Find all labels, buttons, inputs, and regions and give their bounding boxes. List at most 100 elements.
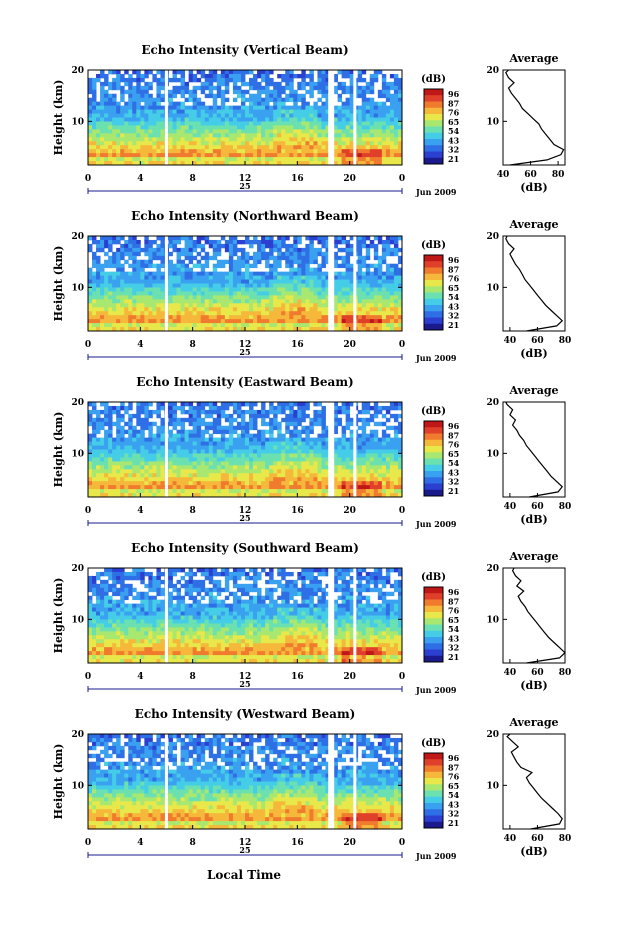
- colorbar-tick-label: 96: [448, 421, 460, 431]
- panel-title: Echo Intensity (Westward Beam): [135, 707, 356, 721]
- heatmap-field: [88, 568, 403, 664]
- colorbar-swatch: [424, 618, 443, 625]
- colorbar-swatch: [424, 605, 443, 613]
- x-tick-label: 20: [343, 506, 356, 516]
- x-tick-label: 20: [343, 340, 356, 350]
- colorbar-swatch: [424, 489, 443, 497]
- colorbar-swatch: [424, 292, 443, 300]
- colorbar-frame: [423, 586, 444, 663]
- colorbar-swatch: [424, 139, 443, 146]
- colorbar-swatch: [424, 624, 443, 632]
- colorbar-tick-label: 65: [448, 117, 459, 127]
- profile-line: [511, 567, 566, 664]
- colorbar-tick-label: 96: [448, 753, 460, 763]
- month-label: Jun 2009: [415, 187, 457, 197]
- data-gap: [164, 568, 168, 663]
- y-axis-label: Height (km): [52, 80, 65, 156]
- y-tick-label: 20: [71, 564, 84, 574]
- x-tick-label: 12: [239, 672, 252, 682]
- x-tick-label: 4: [137, 174, 143, 184]
- y-tick-label: 20: [71, 66, 84, 76]
- colorbar-swatch: [424, 803, 443, 810]
- colorbar-unit: (dB): [421, 74, 446, 85]
- colorbar-unit: (dB): [421, 572, 446, 583]
- colorbar-tick-label: 32: [448, 809, 459, 819]
- profile-y-tick-label: 10: [486, 449, 499, 459]
- month-label: Jun 2009: [415, 519, 457, 529]
- profile-x-tick-label: 80: [559, 834, 572, 844]
- panel-5: Echo Intensity (Westward Beam) 20 10 Height…: [52, 707, 571, 861]
- colorbar-tick-label: 96: [448, 587, 460, 597]
- colorbar-swatch: [424, 599, 443, 607]
- colorbar-swatch: [424, 317, 443, 325]
- colorbar-tick-label: 54: [448, 292, 460, 302]
- colorbar-unit: (dB): [421, 738, 446, 749]
- colorbar-tick-label: 76: [448, 108, 460, 118]
- colorbar-swatch: [424, 120, 443, 127]
- x-tick-label: 0: [85, 174, 91, 184]
- x-tick-label: 8: [190, 174, 196, 184]
- profile-x-tick-label: 60: [531, 834, 544, 844]
- colorbar-swatch: [424, 273, 443, 281]
- colorbar-swatch: [424, 815, 443, 823]
- colorbar-tick-label: 21: [448, 154, 459, 164]
- panel-title: Echo Intensity (Eastward Beam): [136, 375, 353, 389]
- y-tick-label: 20: [71, 232, 84, 242]
- x-tick-label: 0: [85, 506, 91, 516]
- colorbar-swatch: [424, 298, 443, 306]
- data-gap: [328, 568, 335, 663]
- profile-x-tick-label: 40: [504, 834, 517, 844]
- colorbar-swatch: [424, 261, 443, 268]
- colorbar-swatch: [424, 101, 443, 109]
- x-tick-label: 0: [85, 340, 91, 350]
- colorbar-swatch: [424, 452, 443, 459]
- x-tick-label: 16: [291, 838, 304, 848]
- profile-frame: [502, 733, 566, 830]
- profile-y-tick-label: 10: [486, 283, 499, 293]
- colorbar-tick-label: 87: [448, 596, 459, 606]
- data-gap: [164, 236, 168, 331]
- colorbar-tick-label: 76: [448, 274, 460, 284]
- colorbar-tick-label: 65: [448, 615, 459, 625]
- colorbar-tick-label: 76: [448, 440, 460, 450]
- x-tick-label: 4: [137, 838, 143, 848]
- colorbar-swatch: [424, 637, 443, 644]
- y-axis-label: Height (km): [52, 744, 65, 820]
- x-tick-label: 20: [343, 174, 356, 184]
- month-label: Jun 2009: [415, 353, 457, 363]
- profile-x-tick-label: 80: [559, 336, 572, 346]
- colorbar-tick-label: 43: [448, 135, 460, 145]
- colorbar-swatch: [424, 311, 443, 318]
- colorbar-swatch: [424, 151, 443, 159]
- x-tick-label: 12: [239, 838, 252, 848]
- profile-x-tick-label: 40: [504, 668, 517, 678]
- colorbar-swatch: [424, 107, 443, 115]
- data-gap: [353, 70, 357, 165]
- date-label: 25: [239, 347, 250, 357]
- colorbar-swatch: [424, 765, 443, 773]
- colorbar-swatch: [424, 305, 443, 312]
- month-label: Jun 2009: [415, 685, 457, 695]
- profile-x-tick-label: 60: [531, 502, 544, 512]
- colorbar-swatch: [424, 784, 443, 791]
- x-tick-label: 12: [239, 340, 252, 350]
- profile-x-label: (dB): [520, 513, 547, 526]
- x-tick-label: 8: [190, 672, 196, 682]
- colorbar-tick-label: 76: [448, 772, 460, 782]
- profile-title: Average: [508, 384, 558, 397]
- profile-y-tick-label: 20: [486, 564, 499, 574]
- date-label: 25: [239, 679, 250, 689]
- profile-x-tick-label: 80: [559, 502, 572, 512]
- colorbar-swatch: [424, 630, 443, 638]
- colorbar-swatch: [424, 286, 443, 293]
- profile-line: [505, 235, 564, 332]
- colorbar-frame: [423, 254, 444, 331]
- profile-line: [505, 69, 565, 166]
- x-tick-label: 16: [291, 340, 304, 350]
- profile-title: Average: [508, 716, 558, 729]
- data-gap: [328, 734, 335, 829]
- colorbar-tick-label: 32: [448, 643, 459, 653]
- x-tick-label: 0: [399, 340, 405, 350]
- data-gap: [328, 70, 335, 165]
- data-gap: [328, 236, 335, 331]
